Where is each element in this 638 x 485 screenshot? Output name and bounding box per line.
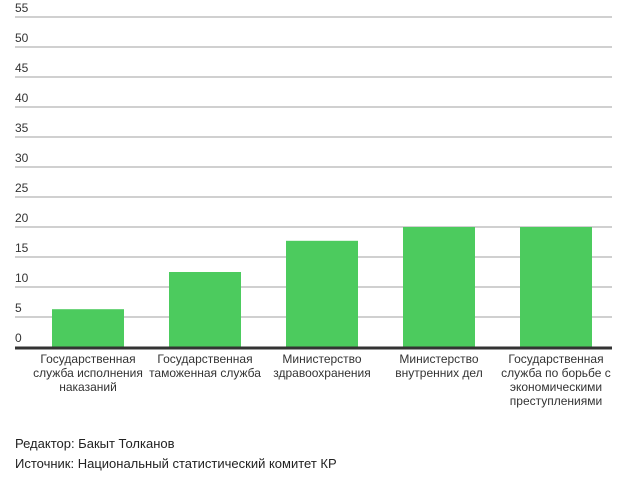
bar — [286, 240, 358, 347]
x-tick-label: Государственная служба по борьбе с эконо… — [501, 352, 611, 408]
x-tick-label: Министерство внутренних дел — [395, 352, 483, 380]
y-tick-label: 50 — [15, 31, 29, 45]
editor-credit: Редактор: Бакыт Толканов — [15, 436, 175, 451]
y-tick-label: 55 — [15, 1, 29, 15]
source-credit: Источник: Национальный статистический ко… — [15, 456, 337, 471]
bar — [169, 272, 241, 347]
y-tick-label: 35 — [15, 121, 29, 135]
y-tick-label: 25 — [15, 181, 29, 195]
y-tick-label: 5 — [15, 301, 22, 315]
y-tick-label: 10 — [15, 271, 29, 285]
y-tick-label: 0 — [15, 331, 22, 345]
bar — [403, 227, 475, 347]
bar-chart: 0 5 10 15 20 25 30 35 40 45 50 55 — [15, 1, 612, 350]
y-tick-label: 15 — [15, 241, 29, 255]
x-tick-label: Министерство здравоохранения — [273, 352, 371, 380]
x-tick-label: Государственная таможенная служба — [149, 352, 261, 380]
y-tick-label: 20 — [15, 211, 29, 225]
bar — [520, 227, 592, 347]
y-tick-label: 40 — [15, 91, 29, 105]
y-tick-label: 30 — [15, 151, 29, 165]
bar — [52, 309, 124, 347]
y-tick-label: 45 — [15, 61, 29, 75]
x-tick-label: Государственная служба исполнения наказа… — [33, 352, 143, 394]
